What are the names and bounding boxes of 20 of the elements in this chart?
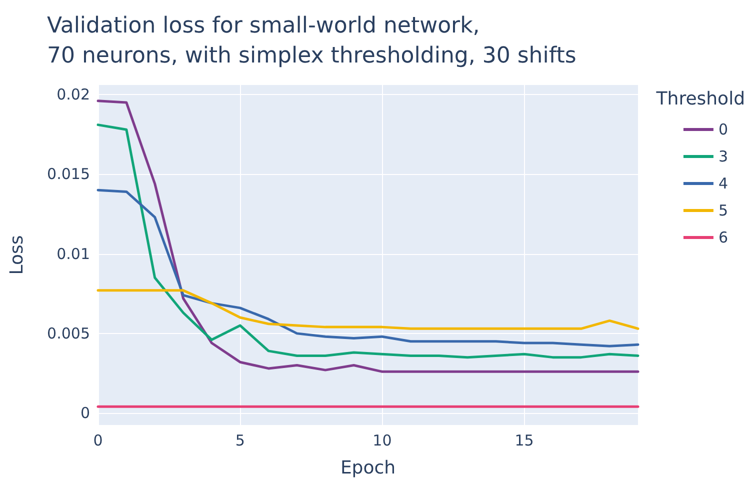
x-axis-title: Epoch (340, 458, 396, 478)
x-tick-label: 0 (93, 432, 103, 450)
legend-label: 3 (718, 148, 728, 166)
legend-title: Threshold (655, 88, 746, 110)
chart-title: Validation loss for small-world network, 70 neurons, with simplex thresholding, 30 shifts (47, 14, 576, 68)
line-series (96, 289, 640, 330)
y-tick-label: 0.01 (56, 244, 90, 263)
legend-label: 5 (718, 202, 728, 220)
y-tick-label: 0.015 (47, 165, 90, 184)
y-axis-title: Loss (6, 235, 28, 275)
x-tick-label: 15 (514, 432, 534, 450)
x-tick-label: 5 (235, 432, 245, 450)
legend-label: 4 (718, 174, 728, 192)
legend-label: 6 (718, 228, 728, 246)
legend-label: 0 (718, 120, 728, 138)
y-tick-label: 0 (80, 404, 90, 422)
line-series (96, 188, 640, 348)
y-tick-label: 0.02 (56, 86, 90, 104)
y-tick-label: 0.005 (47, 324, 90, 342)
x-tick-label: 10 (372, 432, 392, 450)
